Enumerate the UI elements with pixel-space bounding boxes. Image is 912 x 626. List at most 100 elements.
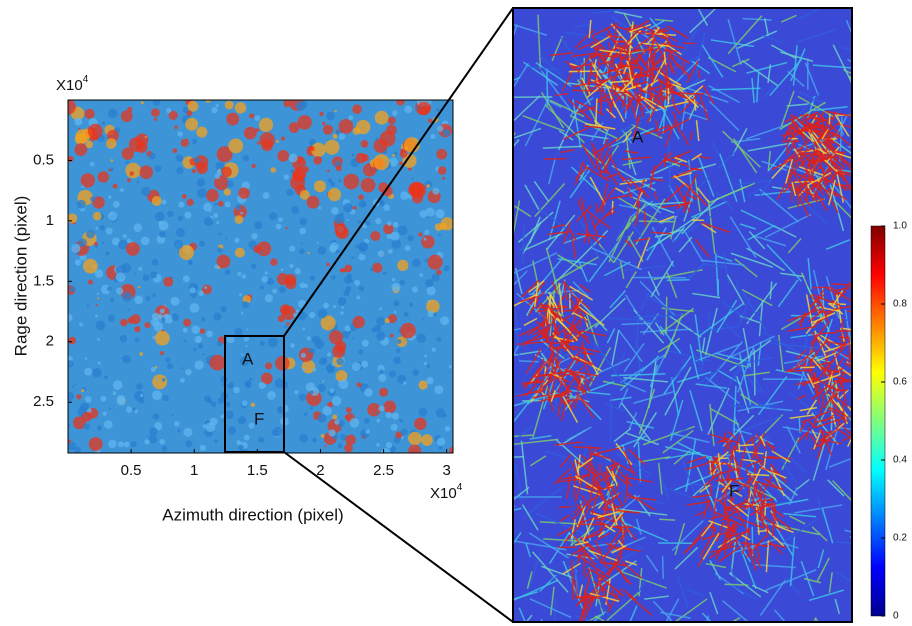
texture: [150, 271, 157, 278]
texture: [616, 92, 630, 93]
texture: [849, 78, 889, 92]
texture: [421, 235, 434, 248]
texture: [181, 367, 183, 369]
texture: [356, 120, 370, 134]
x-tick-label: 0.5: [121, 462, 142, 479]
texture: [355, 244, 359, 248]
texture: [130, 441, 136, 447]
texture: [376, 443, 380, 447]
texture: [203, 203, 212, 212]
x-axis-label: Azimuth direction (pixel): [162, 505, 343, 524]
colorbar-tick-label: 0.6: [893, 377, 907, 388]
texture: [443, 129, 450, 136]
y-scale-base: X10: [56, 77, 83, 94]
texture: [80, 402, 89, 411]
texture: [344, 265, 352, 273]
texture: [385, 318, 390, 323]
texture: [224, 188, 231, 195]
texture: [162, 395, 168, 401]
texture: [134, 273, 136, 275]
texture: [385, 412, 391, 418]
texture: [97, 293, 99, 295]
texture: [226, 113, 239, 126]
texture: [89, 437, 103, 451]
texture: [124, 441, 130, 447]
texture: [390, 334, 394, 338]
texture: [244, 127, 257, 140]
texture: [108, 212, 117, 221]
texture: [289, 264, 293, 268]
texture: [301, 242, 303, 244]
texture: [278, 407, 282, 411]
texture: [260, 251, 262, 253]
texture: [425, 208, 434, 217]
texture: [376, 412, 378, 414]
texture: [141, 187, 150, 196]
texture: [396, 96, 405, 105]
texture: [333, 134, 338, 139]
texture: [348, 115, 353, 120]
texture: [251, 164, 255, 168]
texture: [120, 188, 124, 192]
texture: [203, 353, 205, 355]
texture: [443, 265, 449, 271]
texture: [442, 177, 445, 180]
texture: [245, 345, 247, 347]
texture: [295, 268, 301, 274]
texture: [639, 221, 675, 222]
colorbar-tick-label: 0.4: [893, 455, 907, 466]
left-image: [60, 96, 457, 457]
texture: [235, 238, 240, 243]
texture: [313, 368, 317, 372]
texture: [187, 199, 194, 206]
texture: [332, 396, 342, 406]
texture: [237, 272, 241, 276]
texture: [338, 179, 341, 182]
texture: [336, 165, 342, 171]
texture: [338, 379, 348, 389]
texture: [394, 310, 397, 313]
texture: [284, 325, 287, 328]
texture: [270, 167, 276, 173]
texture: [308, 252, 310, 254]
colorbar-tick-label: 0.2: [893, 533, 907, 544]
texture: [328, 178, 333, 183]
texture: [338, 297, 347, 306]
texture: [393, 222, 398, 227]
texture: [235, 215, 244, 224]
texture: [122, 355, 130, 363]
texture: [166, 108, 171, 113]
texture: [155, 331, 170, 346]
texture: [730, 406, 778, 407]
texture: [225, 101, 234, 110]
texture: [343, 203, 353, 213]
texture: [85, 396, 91, 402]
texture: [127, 178, 131, 182]
texture: [136, 383, 143, 390]
texture: [98, 361, 101, 364]
texture: [403, 437, 405, 439]
texture: [358, 349, 364, 355]
texture: [404, 147, 408, 151]
texture: [449, 365, 452, 368]
texture: [349, 279, 353, 283]
texture: [197, 178, 206, 187]
texture: [659, 519, 675, 520]
texture: [96, 321, 106, 331]
texture: [438, 166, 447, 175]
texture: [310, 390, 314, 394]
texture: [286, 189, 293, 196]
texture: [412, 369, 419, 376]
texture: [110, 168, 113, 171]
texture: [156, 378, 158, 380]
texture: [188, 101, 199, 112]
texture: [137, 181, 140, 184]
texture: [412, 259, 421, 268]
texture: [329, 330, 343, 344]
texture: [519, 361, 539, 362]
texture: [417, 334, 427, 344]
texture: [437, 125, 443, 131]
texture: [129, 137, 144, 152]
texture: [210, 355, 226, 371]
texture: [93, 212, 101, 220]
